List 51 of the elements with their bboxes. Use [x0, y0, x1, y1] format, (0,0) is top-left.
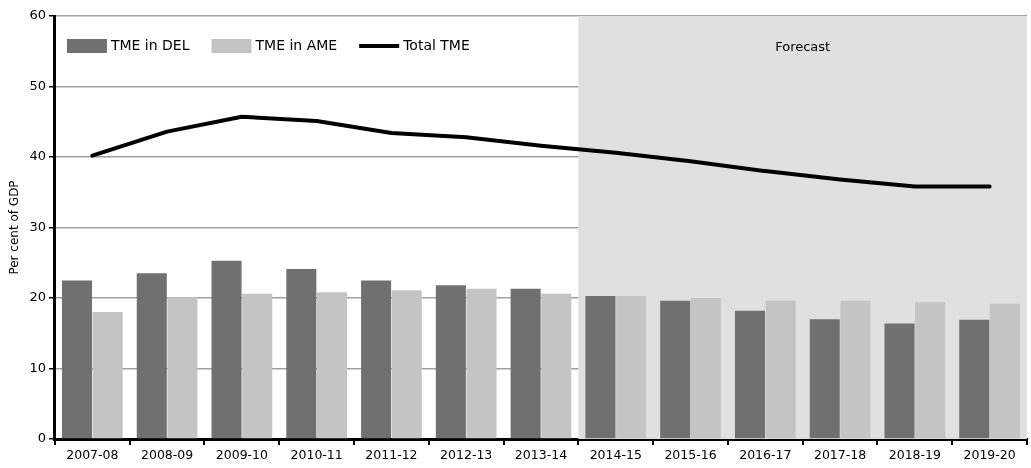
- y-tick-label: 20: [29, 289, 46, 305]
- bar: [316, 292, 347, 439]
- bar: [211, 260, 242, 439]
- bar: [616, 295, 647, 439]
- legend-label: TME in DEL: [109, 36, 190, 53]
- bar: [840, 300, 871, 439]
- bar: [765, 300, 796, 439]
- bar: [690, 298, 721, 439]
- legend-label: TME in AME: [254, 36, 338, 53]
- y-tick-label: 40: [29, 148, 46, 164]
- x-tick-label: 2019-20: [963, 446, 1016, 462]
- x-tick-label: 2018-19: [888, 446, 941, 462]
- bar: [660, 300, 691, 439]
- x-tick-label: 2015-16: [664, 446, 717, 462]
- bar: [809, 319, 840, 439]
- bar: [286, 269, 317, 439]
- y-tick-label: 30: [29, 218, 46, 234]
- x-tick-label: 2011-12: [365, 446, 418, 462]
- bar: [242, 293, 273, 439]
- bar: [61, 280, 93, 439]
- x-tick-label: 2009-10: [215, 446, 269, 462]
- x-tick-label: 2010-11: [290, 446, 343, 462]
- y-tick-label: 10: [29, 359, 46, 375]
- bar: [136, 273, 167, 439]
- bar: [585, 295, 616, 439]
- bar: [510, 288, 541, 439]
- x-tick-label: 2013-14: [514, 446, 568, 462]
- bar: [989, 303, 1020, 439]
- y-tick-label: 60: [29, 7, 46, 23]
- x-tick-label: 2008-09: [140, 446, 194, 462]
- bar: [541, 293, 572, 439]
- legend-label: Total TME: [402, 36, 470, 53]
- bar: [391, 290, 422, 439]
- y-tick-label: 50: [29, 77, 46, 93]
- x-tick-label: 2007-08: [66, 446, 119, 462]
- x-tick-label: 2012-13: [440, 446, 493, 462]
- bar: [435, 285, 466, 439]
- bar: [361, 280, 392, 439]
- bar: [167, 297, 198, 439]
- band-label: Forecast: [775, 39, 831, 55]
- x-tick-label: 2014-15: [589, 446, 642, 462]
- bar: [92, 312, 123, 439]
- bar: [884, 323, 915, 439]
- bar: [959, 319, 990, 439]
- y-tick-label: 0: [37, 430, 46, 446]
- bar: [915, 302, 946, 439]
- x-tick-label: 2017-18: [813, 446, 867, 462]
- x-tick-label: 2016-17: [739, 446, 792, 462]
- y-axis-title: Per cent of GDP: [7, 180, 22, 275]
- bar: [466, 288, 497, 439]
- bar: [734, 310, 765, 439]
